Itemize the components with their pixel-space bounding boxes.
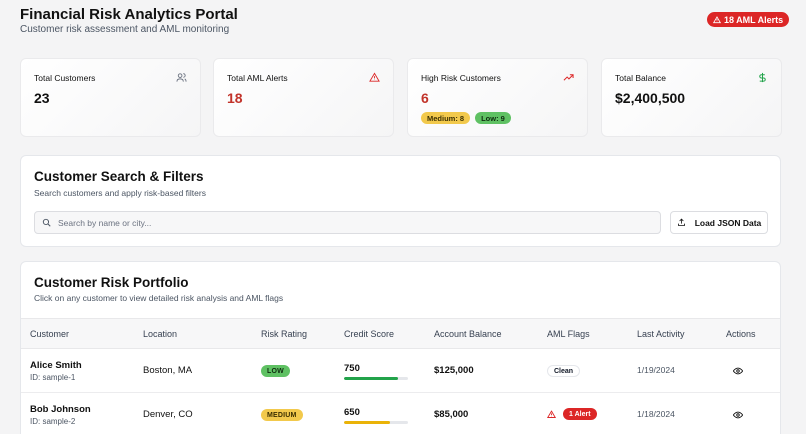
- search-icon: [42, 218, 51, 227]
- load-json-button[interactable]: Load JSON Data: [670, 211, 768, 234]
- column-header[interactable]: Last Activity: [637, 329, 685, 339]
- users-icon: [176, 73, 187, 82]
- search-input[interactable]: [58, 217, 638, 228]
- risk-breakdown: Medium: 8 Low: 9: [421, 112, 511, 124]
- stat-card-total-balance: Total Balance $2,400,500: [601, 58, 782, 137]
- customer-location: Boston, MA: [143, 365, 193, 376]
- customer-id: ID: sample-1: [30, 373, 76, 382]
- view-eye-icon[interactable]: [733, 366, 743, 376]
- last-activity: 1/19/2024: [637, 365, 675, 375]
- account-balance: $85,000: [434, 409, 469, 420]
- risk-rating-badge: LOW: [261, 365, 290, 377]
- column-header: Actions: [726, 329, 756, 339]
- aml-alerts-label: 18 AML Alerts: [724, 14, 784, 25]
- stat-value: 18: [227, 90, 243, 106]
- aml-alert-count-badge: 1 Alert: [563, 408, 597, 420]
- stat-card-total-customers: Total Customers 23: [20, 58, 201, 137]
- page-title: Financial Risk Analytics Portal: [20, 6, 238, 23]
- table-row[interactable]: Alice Smith ID: sample-1 Boston, MA LOW …: [21, 349, 780, 393]
- table-row[interactable]: Bob Johnson ID: sample-2 Denver, CO MEDI…: [21, 393, 780, 434]
- page-header: Financial Risk Analytics Portal Customer…: [0, 0, 806, 44]
- warning-icon: [369, 72, 380, 82]
- column-header[interactable]: Location: [143, 329, 178, 339]
- stat-card-aml-alerts: Total AML Alerts 18: [213, 58, 394, 137]
- last-activity: 1/18/2024: [637, 409, 675, 419]
- risk-rating-badge: MEDIUM: [261, 409, 303, 421]
- column-header[interactable]: Account Balance: [434, 329, 502, 339]
- panel-title: Customer Search & Filters: [34, 169, 204, 184]
- credit-score-fill: [344, 377, 399, 380]
- upload-icon: [677, 218, 685, 226]
- aml-alerts-badge[interactable]: 18 AML Alerts: [707, 12, 790, 27]
- column-header[interactable]: Customer: [30, 329, 70, 339]
- panel-title: Customer Risk Portfolio: [34, 275, 189, 290]
- page-subtitle: Customer risk assessment and AML monitor…: [20, 24, 230, 35]
- column-header[interactable]: AML Flags: [547, 329, 590, 339]
- customer-risk-portfolio: Customer Risk Portfolio Click on any cus…: [20, 261, 781, 434]
- stat-card-high-risk: High Risk Customers 6 Medium: 8 Low: 9: [407, 58, 588, 137]
- stat-label: High Risk Customers: [421, 73, 501, 83]
- warning-icon: [713, 15, 721, 23]
- column-header[interactable]: Credit Score: [344, 329, 395, 339]
- stat-value: 6: [421, 90, 429, 106]
- stat-label: Total AML Alerts: [227, 73, 288, 83]
- stat-value: $2,400,500: [615, 90, 686, 106]
- customer-name: Alice Smith: [30, 360, 82, 371]
- panel-subtitle: Search customers and apply risk-based fi…: [34, 188, 206, 198]
- medium-risk-badge: Medium: 8: [421, 112, 471, 124]
- trending-up-icon: [563, 74, 574, 81]
- stat-label: Total Customers: [34, 73, 96, 83]
- credit-score-fill: [344, 421, 391, 424]
- low-risk-badge: Low: 9: [475, 112, 511, 124]
- view-eye-icon[interactable]: [733, 410, 743, 420]
- account-balance: $125,000: [434, 365, 474, 376]
- panel-subtitle: Click on any customer to view detailed r…: [34, 293, 284, 303]
- customer-id: ID: sample-2: [30, 417, 76, 426]
- credit-score-value: 750: [344, 363, 360, 374]
- dollar-icon: [759, 72, 766, 83]
- customer-name: Bob Johnson: [30, 404, 91, 415]
- aml-clean-badge: Clean: [547, 365, 581, 377]
- search-field[interactable]: [34, 211, 661, 234]
- stat-label: Total Balance: [615, 73, 667, 83]
- credit-score-value: 650: [344, 407, 360, 418]
- aml-flag: 1 Alert: [547, 408, 597, 420]
- load-json-label: Load JSON Data: [694, 217, 762, 228]
- table-header: Customer Location Risk Rating Credit Sco…: [21, 318, 780, 349]
- column-header[interactable]: Risk Rating: [261, 329, 308, 339]
- customer-location: Denver, CO: [143, 409, 193, 420]
- credit-score-bar: [344, 421, 408, 424]
- warning-icon: [547, 409, 556, 418]
- search-filters-panel: Customer Search & Filters Search custome…: [20, 155, 781, 247]
- stat-value: 23: [34, 90, 50, 106]
- credit-score-bar: [344, 377, 408, 380]
